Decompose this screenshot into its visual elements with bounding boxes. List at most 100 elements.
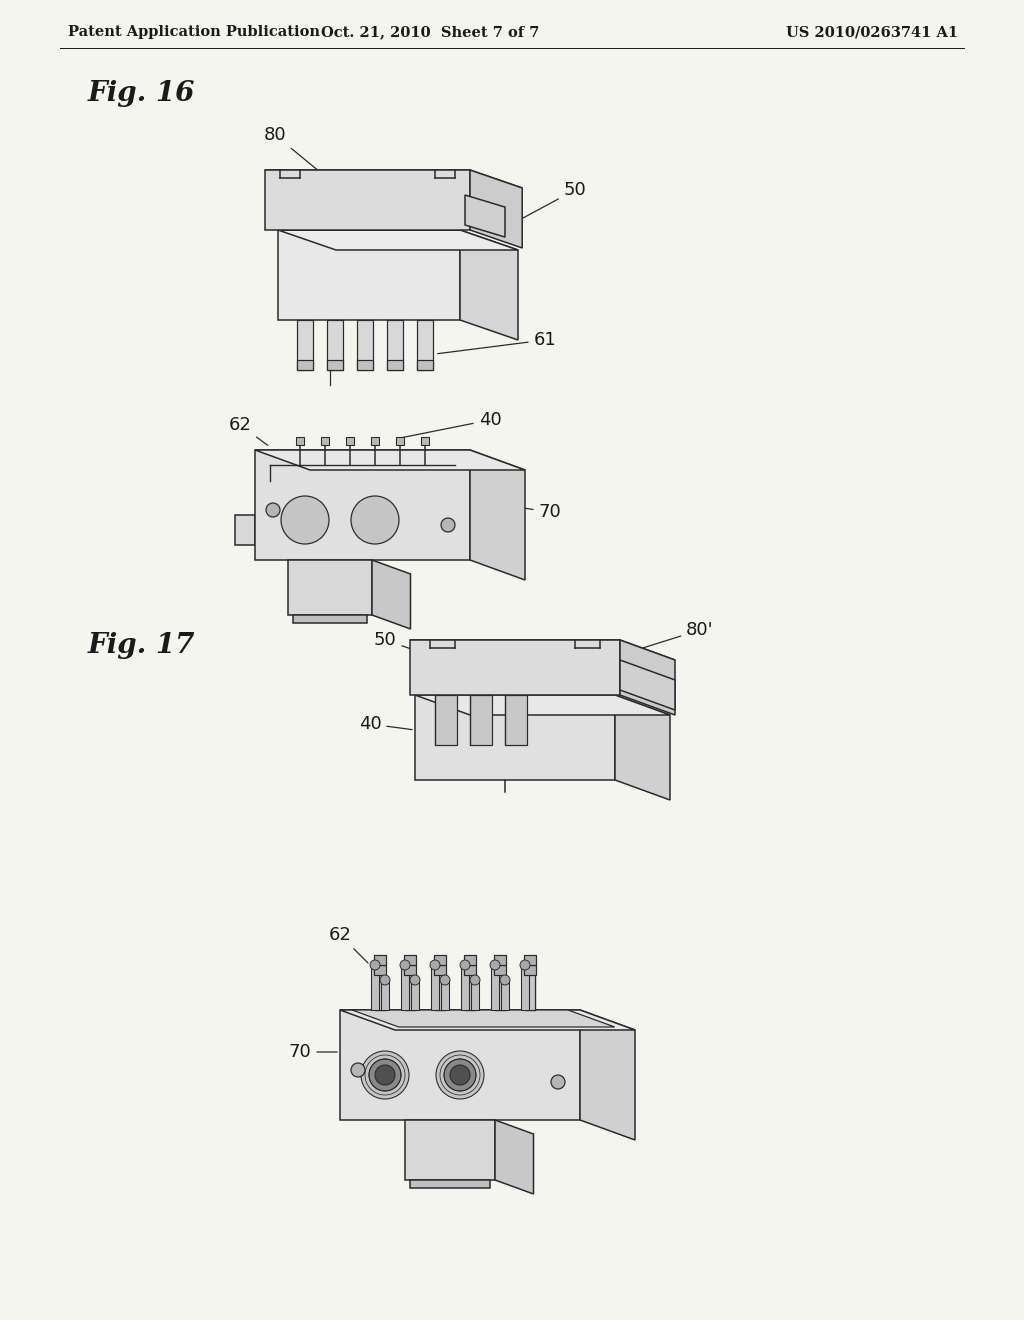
Polygon shape	[404, 954, 416, 965]
Polygon shape	[346, 437, 354, 445]
Text: 80: 80	[264, 125, 317, 170]
Polygon shape	[372, 560, 411, 630]
Polygon shape	[470, 515, 480, 545]
Circle shape	[490, 960, 500, 970]
Circle shape	[365, 510, 385, 531]
Polygon shape	[495, 1119, 534, 1195]
Polygon shape	[255, 450, 470, 560]
Polygon shape	[288, 560, 372, 615]
Polygon shape	[524, 965, 536, 975]
Polygon shape	[406, 960, 415, 1010]
Polygon shape	[415, 696, 615, 780]
Polygon shape	[296, 437, 304, 445]
Polygon shape	[352, 1010, 614, 1027]
Polygon shape	[580, 1010, 635, 1140]
Polygon shape	[434, 965, 446, 975]
Polygon shape	[615, 696, 670, 800]
Polygon shape	[495, 960, 505, 1010]
Polygon shape	[461, 965, 469, 1010]
Circle shape	[369, 1059, 401, 1092]
Circle shape	[430, 960, 440, 970]
Polygon shape	[465, 960, 475, 1010]
Polygon shape	[327, 360, 343, 370]
Text: Patent Application Publication: Patent Application Publication	[68, 25, 319, 40]
Polygon shape	[387, 319, 403, 370]
Text: 40: 40	[402, 411, 502, 437]
Polygon shape	[374, 954, 386, 965]
Polygon shape	[265, 170, 470, 230]
Polygon shape	[494, 965, 506, 975]
Polygon shape	[470, 450, 525, 579]
Polygon shape	[501, 979, 509, 1010]
Polygon shape	[371, 965, 379, 1010]
Circle shape	[290, 506, 319, 535]
Text: 70: 70	[289, 1043, 337, 1061]
Text: 80': 80'	[633, 620, 714, 651]
Circle shape	[370, 960, 380, 970]
Polygon shape	[387, 360, 403, 370]
Polygon shape	[278, 230, 460, 319]
Text: 62: 62	[329, 927, 368, 964]
Polygon shape	[411, 979, 419, 1010]
Text: 70: 70	[473, 500, 561, 521]
Circle shape	[351, 1063, 365, 1077]
Polygon shape	[415, 696, 670, 715]
Text: 62: 62	[228, 416, 267, 445]
Text: 50: 50	[512, 181, 587, 223]
Polygon shape	[417, 360, 433, 370]
Polygon shape	[431, 965, 439, 1010]
Circle shape	[360, 506, 390, 535]
Circle shape	[295, 510, 315, 531]
Polygon shape	[524, 954, 536, 965]
Polygon shape	[421, 437, 429, 445]
Polygon shape	[297, 360, 313, 370]
Polygon shape	[340, 1010, 580, 1119]
Circle shape	[281, 496, 329, 544]
Circle shape	[436, 1051, 484, 1100]
Polygon shape	[460, 230, 518, 341]
Polygon shape	[490, 965, 499, 1010]
Polygon shape	[441, 979, 449, 1010]
Polygon shape	[404, 965, 416, 975]
Polygon shape	[495, 970, 505, 1010]
Circle shape	[380, 975, 390, 985]
Polygon shape	[255, 450, 525, 470]
Circle shape	[470, 975, 480, 985]
Polygon shape	[525, 970, 535, 1010]
Text: 50: 50	[374, 631, 418, 651]
Polygon shape	[465, 970, 475, 1010]
Circle shape	[441, 517, 455, 532]
Circle shape	[520, 960, 530, 970]
Circle shape	[440, 975, 450, 985]
Polygon shape	[434, 954, 446, 965]
Circle shape	[444, 1059, 476, 1092]
Polygon shape	[357, 360, 373, 370]
Polygon shape	[340, 1010, 635, 1030]
Circle shape	[375, 1065, 395, 1085]
Circle shape	[351, 496, 399, 544]
Circle shape	[460, 960, 470, 970]
Polygon shape	[464, 954, 476, 965]
Polygon shape	[234, 515, 255, 545]
Polygon shape	[435, 696, 457, 744]
Polygon shape	[494, 954, 506, 965]
Polygon shape	[410, 640, 675, 660]
Polygon shape	[505, 696, 527, 744]
Polygon shape	[293, 615, 367, 623]
Polygon shape	[396, 437, 404, 445]
Text: 40: 40	[358, 715, 413, 733]
Polygon shape	[278, 230, 518, 249]
Circle shape	[410, 975, 420, 985]
Polygon shape	[435, 970, 445, 1010]
Polygon shape	[381, 979, 389, 1010]
Polygon shape	[470, 170, 522, 248]
Polygon shape	[417, 319, 433, 370]
Polygon shape	[371, 437, 379, 445]
Polygon shape	[406, 1119, 495, 1180]
Polygon shape	[465, 195, 505, 238]
Polygon shape	[375, 970, 385, 1010]
Polygon shape	[464, 965, 476, 975]
Circle shape	[500, 975, 510, 985]
Polygon shape	[327, 319, 343, 370]
Polygon shape	[410, 640, 620, 696]
